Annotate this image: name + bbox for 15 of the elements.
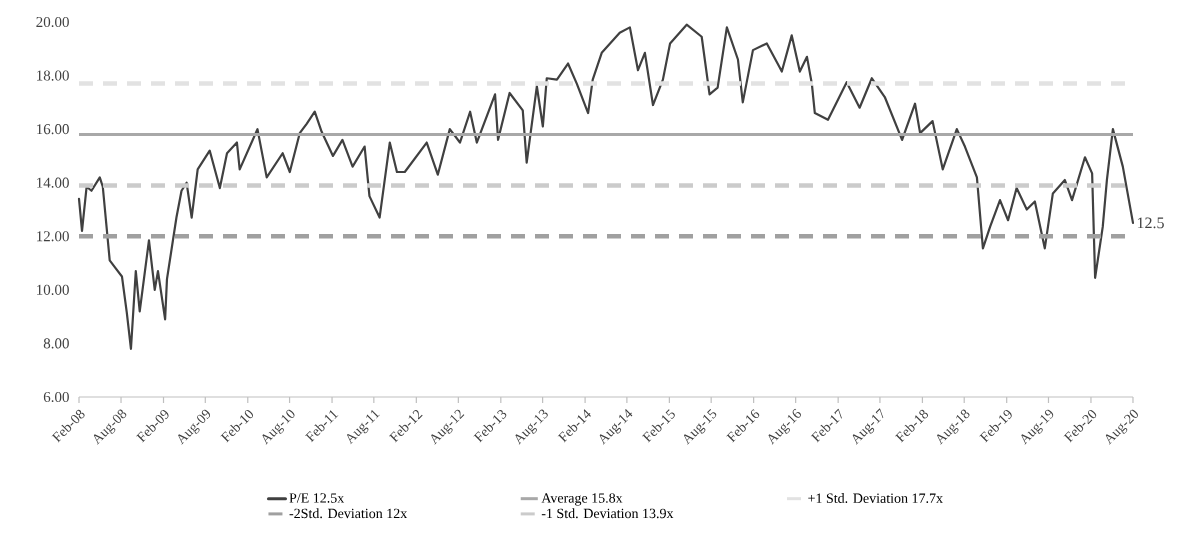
- y-tick-label: 12.00: [37, 231, 69, 242]
- legend-label: -2Std. Deviation 12x: [289, 508, 408, 519]
- y-tick-label: 16.00: [37, 124, 69, 135]
- y-tick-label: 6.00: [43, 391, 69, 403]
- y-tick-label: 8.00: [43, 338, 69, 349]
- legend-label: P/E 12.5x: [289, 493, 345, 503]
- annotation: 12.5: [1137, 217, 1164, 229]
- legend-label: Average 15.8x: [541, 493, 623, 506]
- line-series: [77, 23, 1135, 350]
- y-tick-label: 20.00: [36, 16, 69, 28]
- y-tick-label: 10.00: [37, 284, 69, 295]
- y-tick-label: 14.00: [37, 177, 69, 188]
- legend-label: +1 Std. Deviation 17.7x: [808, 493, 943, 503]
- legend-label: -1 Std. Deviation 13.9x: [541, 508, 674, 519]
- y-tick-label: 18.00: [37, 70, 69, 81]
